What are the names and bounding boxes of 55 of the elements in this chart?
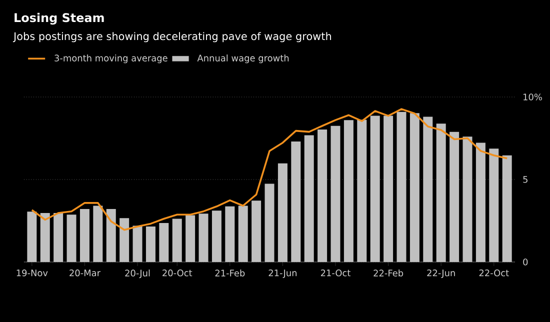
- bar: [27, 212, 37, 262]
- x-tick-label: 21-Feb: [215, 270, 245, 276]
- bar: [436, 124, 446, 262]
- bar: [476, 142, 486, 262]
- y-tick-label: 10%: [524, 94, 542, 100]
- bar: [264, 184, 274, 262]
- x-tick-label: 19-Nov: [16, 270, 48, 276]
- bar: [357, 120, 367, 262]
- x-tick-label: 21-Jun: [268, 270, 297, 278]
- x-tick-label: 20-Jul: [125, 270, 150, 278]
- legend-label: Annual wage growth: [197, 54, 289, 64]
- bar: [40, 212, 50, 262]
- bar: [225, 206, 235, 262]
- bar: [120, 218, 130, 262]
- chart-title: Losing Steam: [14, 12, 104, 25]
- bar: [106, 209, 116, 262]
- x-tick-label: 20-Oct: [162, 270, 192, 276]
- x-tick-label: 22-Jun: [427, 270, 455, 278]
- bar: [252, 200, 262, 262]
- bar: [238, 206, 248, 262]
- bar: [159, 223, 169, 262]
- bar: [489, 148, 499, 262]
- bar: [370, 116, 380, 262]
- bar: [186, 215, 196, 262]
- bar: [54, 212, 64, 262]
- x-tick-label: 22-Oct: [479, 270, 509, 276]
- bar: [291, 142, 301, 262]
- line-series: [31, 108, 508, 231]
- bar: [410, 113, 420, 262]
- x-tick-label: 22-Feb: [374, 270, 404, 276]
- bar: [278, 163, 288, 262]
- x-tick-label: 21-Oct: [320, 270, 350, 276]
- bar: [146, 226, 156, 262]
- bar: [80, 209, 90, 262]
- bar: [450, 132, 460, 262]
- bar: [344, 120, 354, 262]
- bar: [66, 214, 76, 262]
- bar: [502, 155, 512, 262]
- x-tick-label: 20-Mar: [70, 270, 101, 276]
- bar: [198, 214, 208, 262]
- chart-subtitle: Jobs postings are showing decelerating pave of wage growth: [12, 32, 331, 42]
- bar: [462, 136, 472, 262]
- bar: [304, 135, 314, 262]
- bar: [318, 130, 328, 262]
- y-tick-label: 5: [523, 176, 528, 183]
- bar: [423, 116, 433, 262]
- legend-label: 3-month moving average: [54, 54, 168, 64]
- bar: [172, 218, 182, 262]
- bar: [132, 226, 142, 262]
- bar: [212, 210, 222, 262]
- y-tick-label: 0: [523, 258, 528, 266]
- bar: [93, 206, 103, 262]
- bar: [384, 116, 394, 262]
- bar: [396, 112, 406, 262]
- bar: [330, 126, 340, 262]
